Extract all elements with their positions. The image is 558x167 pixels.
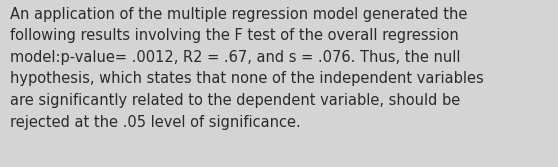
Text: An application of the multiple regression model generated the
following results : An application of the multiple regressio… [10, 7, 484, 130]
